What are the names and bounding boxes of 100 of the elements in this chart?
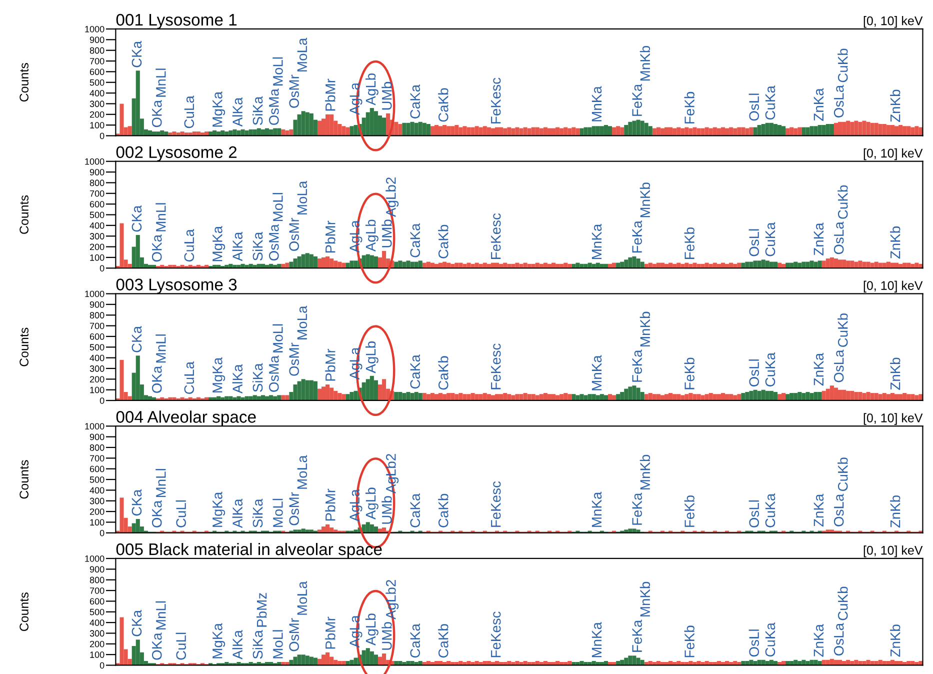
- y-tick-label: 500: [90, 476, 104, 483]
- text: [0, 10] keV: [864, 413, 923, 425]
- x-tick-label: AgLa: [350, 347, 362, 380]
- x-tick-label: MgKa: [212, 357, 226, 392]
- x-tick-label: ZnKb: [890, 358, 900, 390]
- text: [0, 10] keV: [864, 148, 923, 160]
- x-tick-label: FeKesc: [491, 78, 501, 124]
- chart-title: 004 Alveolar space: [116, 410, 256, 426]
- x-tick-label: OsLa: [834, 494, 844, 526]
- x-tick-label: OsLl: [748, 229, 760, 256]
- x-tick-label: AgLa: [350, 615, 362, 648]
- x-tick-label: MnKb: [640, 312, 650, 346]
- y-tick-label: 500: [90, 608, 104, 616]
- x-tick-label: OsLa: [834, 84, 844, 118]
- x-tick-label: UMb: [382, 220, 392, 248]
- x-tick-label: OsMa: [268, 355, 279, 392]
- x-tick-label: MoLa: [297, 38, 308, 72]
- x-tick-label: OKa: [152, 234, 162, 262]
- x-tick-label: UMb: [382, 496, 392, 524]
- y-tick-label: 400: [90, 90, 104, 96]
- y-tick-label: 1000: [85, 26, 104, 32]
- x-tick-label: AlKa: [232, 498, 242, 528]
- x-tick-label: OsLa: [834, 350, 844, 382]
- y-tick-label: 900: [90, 301, 104, 308]
- x-tick-label: FeKa: [632, 620, 642, 652]
- x-tick-label: AgLb2: [386, 178, 399, 217]
- x-tick-label: CuLa: [184, 229, 194, 262]
- x-tick-label: OsMr: [289, 342, 299, 376]
- x-tick-label: CuLl: [176, 500, 186, 528]
- x-tick-label: CaKa: [410, 354, 420, 389]
- x-tick-label: SiKa: [252, 630, 263, 659]
- y-tick-label: 200: [90, 640, 104, 648]
- x-tick-label: PbMr: [325, 616, 336, 649]
- x-tick-label: OsLa: [834, 622, 844, 656]
- y-tick-label: 900: [90, 169, 104, 176]
- x-tick-label: MnKa: [592, 492, 602, 527]
- y-tick-label: 200: [90, 508, 104, 515]
- x-tick-label: MoLl: [272, 630, 283, 658]
- x-tick-label: CuKb: [838, 313, 848, 347]
- x-tick-label: FeKesc: [491, 344, 501, 390]
- x-tick-label: CuLa: [184, 361, 194, 394]
- x-tick-label: FeKesc: [491, 213, 501, 259]
- y-tick-label: 300: [90, 498, 104, 504]
- x-tick-label: MoLl: [272, 498, 283, 527]
- x-tick-label: AlKa: [232, 630, 242, 660]
- chart-title: 005 Black material in alveolar space: [116, 542, 382, 558]
- y-tick-label: 900: [90, 566, 104, 573]
- y-tick-label: 500: [90, 79, 104, 86]
- y-tick-label: 300: [90, 100, 104, 108]
- x-tick-label: MnKa: [592, 86, 602, 122]
- y-tick-label: 1000: [85, 555, 104, 562]
- y-axis-title: Counts: [20, 460, 28, 499]
- x-tick-label: CuKb: [838, 458, 848, 492]
- y-tick-label: 100: [90, 652, 104, 658]
- y-tick-label: 600: [90, 466, 104, 472]
- x-tick-label: MnKa: [592, 355, 602, 390]
- x-tick-label: FeKa: [632, 84, 642, 116]
- x-tick-label: ZnKa: [814, 624, 824, 657]
- x-tick-label: ZnKb: [890, 495, 900, 528]
- x-tick-label: MgKa: [212, 91, 226, 127]
- x-tick-label: FeKb: [684, 92, 694, 124]
- x-tick-label: ZnKa: [814, 222, 824, 256]
- x-tick-label: OsMa: [268, 88, 279, 125]
- x-tick-label: OsMr: [289, 218, 299, 251]
- x-tick-label: ZnKa: [814, 352, 824, 386]
- y-tick-label: 0: [100, 530, 104, 536]
- y-tick-label: 600: [90, 201, 104, 208]
- x-tick-label: ZnKb: [890, 624, 900, 657]
- y-tick-label: 100: [90, 386, 104, 394]
- x-tick-label: CaKb: [438, 356, 448, 390]
- y-tick-label: 800: [90, 180, 104, 186]
- x-tick-label: CuKb: [838, 48, 848, 82]
- x-tick-label: CKa: [132, 489, 142, 516]
- x-tick-label: UMb: [382, 82, 392, 110]
- x-tick-label: MnKb: [640, 46, 650, 81]
- y-tick-label: 100: [90, 122, 104, 128]
- x-tick-label: CaKa: [410, 624, 420, 658]
- x-tick-label: FeKa: [632, 492, 642, 525]
- x-tick-label: ZnKb: [890, 90, 900, 122]
- x-tick-label: OsLl: [748, 360, 760, 386]
- x-tick-label: MgKa: [212, 623, 226, 658]
- y-tick-label: 600: [90, 333, 104, 340]
- x-tick-label: OsLl: [748, 500, 760, 528]
- x-tick-label: PbMr: [325, 488, 336, 521]
- x-tick-label: CaKb: [438, 494, 448, 528]
- y-tick-label: 700: [90, 58, 104, 64]
- x-tick-label: FeKa: [632, 350, 642, 382]
- y-tick-label: 200: [90, 111, 104, 118]
- x-tick-label: OKa: [152, 100, 162, 128]
- x-tick-label: CaKb: [438, 224, 448, 258]
- x-tick-label: AgLb: [365, 220, 378, 252]
- x-tick-label: CuKb: [838, 185, 848, 219]
- y-tick-label: 1000: [85, 423, 104, 430]
- x-tick-label: AlKa: [232, 97, 242, 127]
- y-tick-label: 800: [90, 444, 104, 451]
- y-tick-label: 100: [90, 519, 104, 526]
- x-tick-label: CuKa: [765, 352, 776, 386]
- x-tick-label: OsMa: [268, 224, 279, 261]
- y-tick-label: 400: [90, 487, 104, 494]
- y-axis-title: Counts: [20, 63, 28, 102]
